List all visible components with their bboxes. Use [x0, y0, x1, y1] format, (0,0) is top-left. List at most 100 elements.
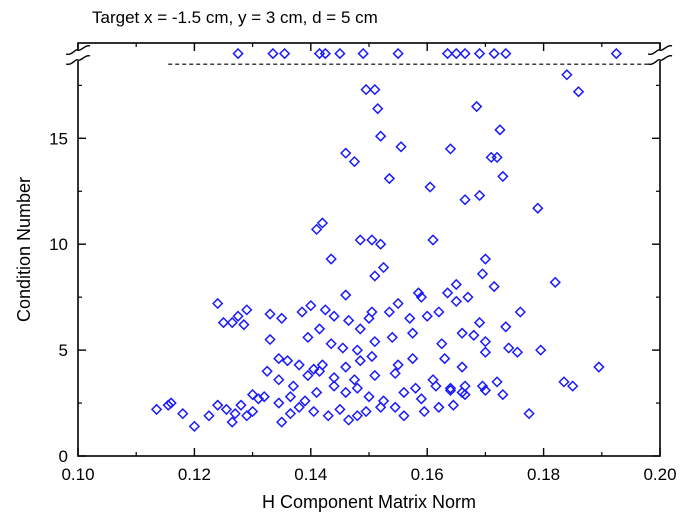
data-point — [354, 355, 366, 367]
data-point — [302, 369, 314, 382]
data-point — [284, 407, 297, 420]
x-axis-label: H Component Matrix Norm — [262, 492, 476, 512]
data-point — [313, 323, 326, 335]
data-point — [366, 306, 378, 318]
x-tick-label-4: 0.18 — [527, 465, 560, 484]
data-point — [354, 323, 366, 335]
data-point — [427, 234, 439, 246]
data-point — [572, 86, 585, 98]
data-point — [351, 382, 364, 394]
data-point — [264, 333, 276, 346]
data-point — [261, 365, 273, 377]
data-point — [325, 338, 337, 350]
data-point — [444, 384, 457, 397]
data-point — [491, 376, 503, 388]
data-point — [354, 234, 366, 246]
data-point — [308, 405, 320, 418]
data-point — [334, 403, 346, 416]
data-point — [497, 388, 509, 401]
data-point — [316, 217, 329, 229]
data-point — [398, 386, 410, 399]
data-point — [299, 395, 311, 407]
data-point — [473, 47, 486, 60]
data-point — [488, 47, 500, 60]
data-point — [258, 391, 270, 403]
data-point — [316, 359, 329, 371]
data-point — [377, 395, 390, 407]
data-point — [360, 83, 372, 96]
data-point — [293, 359, 305, 371]
data-point — [308, 363, 320, 375]
data-point — [462, 291, 474, 303]
data-point — [217, 316, 230, 329]
data-point — [450, 278, 462, 291]
data-point — [369, 270, 381, 282]
data-point — [479, 335, 492, 348]
data-point — [433, 306, 445, 318]
data-point — [406, 327, 419, 339]
data-point — [267, 47, 279, 60]
data-point — [241, 304, 253, 316]
data-point — [412, 287, 425, 299]
data-point — [374, 130, 387, 142]
x-tick-label-2: 0.14 — [294, 465, 327, 484]
data-point — [252, 393, 265, 405]
data-point — [188, 420, 201, 433]
data-point — [404, 312, 416, 324]
axis-break-gap-right — [654, 49, 666, 61]
data-point — [389, 367, 401, 380]
data-point — [558, 376, 570, 388]
data-point — [369, 335, 381, 348]
data-point — [415, 393, 428, 405]
data-point — [232, 47, 244, 60]
data-point — [229, 407, 241, 420]
data-point — [284, 391, 297, 403]
data-point — [488, 280, 500, 293]
data-point — [503, 342, 515, 354]
data-point — [246, 405, 259, 418]
data-point — [340, 289, 352, 301]
data-point — [351, 410, 364, 422]
data-point — [418, 405, 430, 418]
chart-title: Target x = -1.5 cm, y = 3 cm, d = 5 cm — [92, 8, 378, 27]
data-point — [348, 374, 361, 386]
data-point — [238, 319, 250, 331]
data-point — [383, 172, 396, 185]
data-point — [494, 124, 506, 136]
data-point — [415, 291, 428, 303]
data-point — [177, 407, 189, 420]
data-point — [212, 297, 224, 310]
data-point — [273, 397, 285, 409]
data-point — [450, 47, 462, 60]
x-tick-label-3: 0.16 — [411, 465, 444, 484]
data-point — [500, 321, 512, 333]
data-point — [363, 391, 375, 403]
data-point — [313, 47, 326, 60]
data-point — [409, 382, 422, 394]
data-point — [406, 352, 419, 365]
data-point — [392, 297, 404, 310]
data-point — [398, 410, 410, 422]
data-point — [150, 403, 163, 416]
data-point — [427, 374, 439, 386]
data-points — [150, 47, 623, 433]
data-point — [479, 384, 492, 397]
y-axis-label: Condition Number — [14, 177, 34, 322]
data-point — [369, 369, 381, 382]
data-point — [340, 147, 352, 159]
data-point — [456, 327, 468, 339]
data-point — [220, 403, 233, 416]
data-point — [310, 386, 323, 399]
data-point — [372, 102, 384, 115]
data-point — [334, 47, 346, 60]
data-point — [281, 355, 294, 367]
data-point — [246, 388, 259, 401]
data-point — [305, 299, 317, 312]
data-point — [302, 331, 314, 344]
data-point — [444, 143, 457, 155]
data-point — [511, 346, 524, 358]
y-tick-label-3: 15 — [49, 129, 68, 148]
data-point — [395, 141, 407, 153]
data-point — [264, 308, 276, 320]
